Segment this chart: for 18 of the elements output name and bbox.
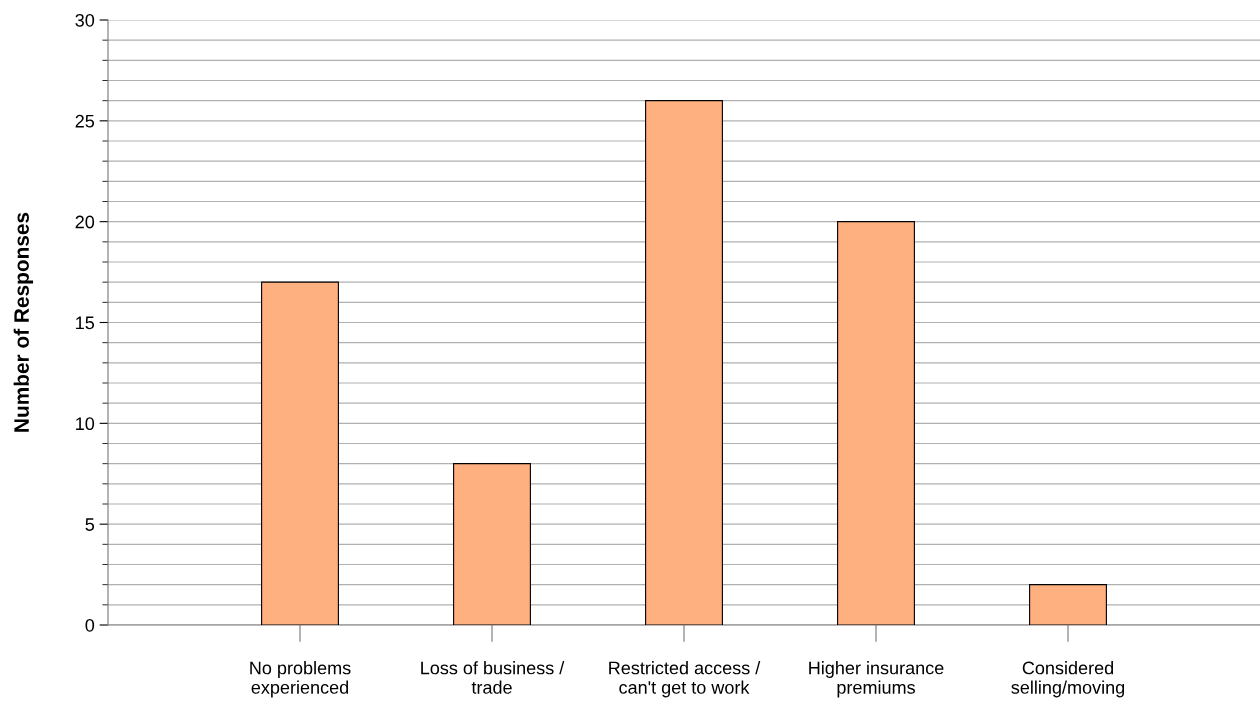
x-tick-label: Considered selling/moving [1011, 661, 1125, 698]
y-axis-title: Number of Responses [13, 212, 34, 432]
y-tick-label: 5 [85, 518, 95, 531]
y-tick-label: 20 [75, 215, 95, 229]
x-tick-label: Loss of business / trade [421, 661, 565, 694]
x-tick-label: Restricted access / can't get to work [609, 661, 761, 698]
y-tick-label: 15 [76, 316, 95, 330]
bar [1029, 584, 1107, 625]
y-tick-label: 0 [85, 618, 95, 632]
y-tick-label: 30 [75, 13, 95, 27]
y-tick-label: 25 [75, 114, 95, 128]
bar [837, 221, 915, 625]
bar [645, 100, 723, 625]
y-tick-label: 10 [76, 417, 95, 431]
x-tick-label: Higher insurance premiums [809, 661, 944, 698]
x-tick-label: No problems experienced [250, 661, 351, 698]
bar [261, 281, 339, 625]
bar [453, 463, 531, 625]
